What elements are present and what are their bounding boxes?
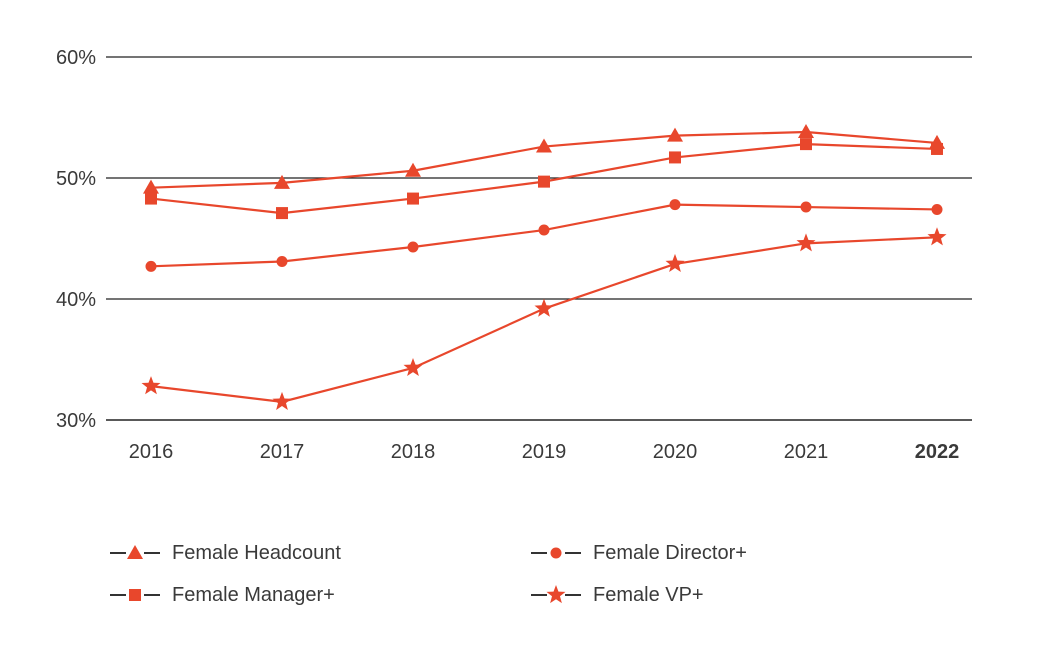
- triangle-marker: [667, 127, 683, 142]
- series-female-director-: [145, 199, 943, 272]
- y-tick-label: 40%: [56, 289, 96, 311]
- square-marker: [800, 138, 812, 151]
- series-group: [141, 124, 947, 410]
- star-marker: [927, 227, 947, 246]
- x-tick-label: 2020: [653, 441, 698, 463]
- star-marker: [665, 253, 685, 272]
- series-female-manager-: [145, 138, 943, 220]
- y-tick-label: 30%: [56, 410, 96, 432]
- y-tick-label: 50%: [56, 168, 96, 190]
- square-marker: [538, 175, 550, 188]
- star-marker: [534, 298, 554, 317]
- triangle-marker: [143, 179, 159, 194]
- circle-marker: [800, 201, 812, 213]
- star-marker: [796, 233, 816, 252]
- square-marker: [669, 151, 681, 164]
- circle-marker: [276, 255, 288, 267]
- circle-marker: [407, 241, 419, 253]
- star-marker: [272, 391, 292, 410]
- gridlines: [106, 56, 972, 421]
- x-tick-label: 2019: [522, 441, 567, 463]
- circle-marker: [145, 260, 157, 272]
- series-female-vp-: [141, 227, 947, 410]
- triangle-marker: [798, 124, 814, 139]
- circle-marker: [669, 199, 681, 211]
- star-marker: [403, 357, 423, 377]
- circle-marker: [538, 224, 550, 236]
- y-tick-label: 60%: [56, 47, 96, 69]
- x-tick-label: 2021: [784, 441, 829, 463]
- square-marker: [407, 192, 419, 205]
- square-marker: [931, 142, 943, 155]
- triangle-marker: [274, 174, 290, 189]
- x-tick-label: 2018: [391, 441, 436, 463]
- series-female-headcount: [143, 124, 945, 194]
- square-marker: [276, 207, 288, 220]
- x-tick-labels: 2016 2017 2018 2019 2020 2021 2022: [129, 441, 960, 463]
- y-tick-labels: 30% 40% 50% 60%: [56, 47, 96, 432]
- triangle-marker: [536, 138, 552, 153]
- star-marker: [141, 376, 161, 395]
- x-tick-label: 2022: [915, 441, 960, 463]
- triangle-marker: [405, 162, 421, 177]
- x-tick-label: 2017: [260, 441, 305, 463]
- x-tick-label: 2016: [129, 441, 174, 463]
- circle-marker: [931, 203, 943, 215]
- square-marker: [145, 192, 157, 205]
